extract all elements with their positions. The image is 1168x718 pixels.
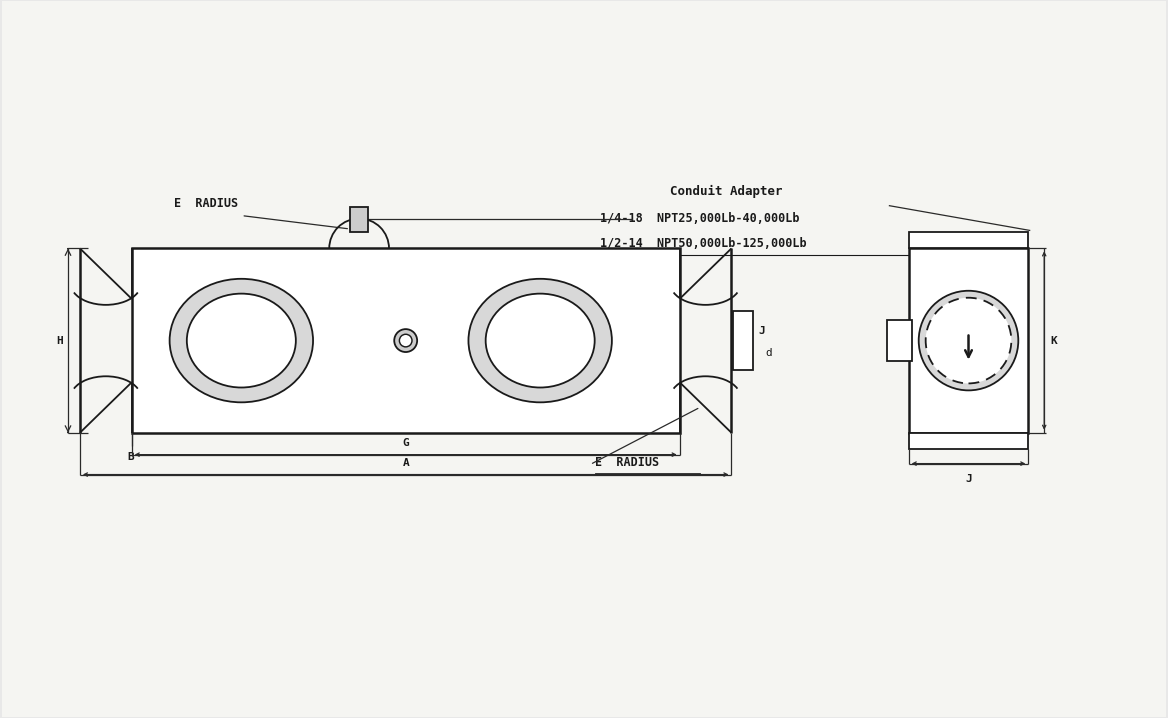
Circle shape xyxy=(395,329,417,352)
Bar xyxy=(887,320,912,361)
Ellipse shape xyxy=(468,279,612,402)
Bar xyxy=(909,433,1028,449)
Ellipse shape xyxy=(486,294,595,388)
Bar xyxy=(909,233,1028,248)
Ellipse shape xyxy=(169,279,313,402)
Bar xyxy=(350,207,368,232)
Text: E  RADIUS: E RADIUS xyxy=(595,456,659,469)
Circle shape xyxy=(926,298,1011,383)
Text: A: A xyxy=(402,457,409,467)
Ellipse shape xyxy=(187,294,296,388)
Text: Conduit Adapter: Conduit Adapter xyxy=(669,185,783,198)
Text: E  RADIUS: E RADIUS xyxy=(174,197,238,210)
Text: G: G xyxy=(402,438,409,447)
Bar xyxy=(734,311,753,370)
Text: d: d xyxy=(765,348,772,358)
Text: 1/2-14  NPT50,000Lb-125,000Lb: 1/2-14 NPT50,000Lb-125,000Lb xyxy=(600,237,807,250)
Circle shape xyxy=(919,291,1018,391)
Text: J: J xyxy=(758,325,765,335)
Text: H: H xyxy=(57,335,63,345)
Text: K: K xyxy=(1050,335,1057,345)
Bar xyxy=(132,248,680,433)
Circle shape xyxy=(399,335,412,347)
Text: B: B xyxy=(127,452,134,462)
Bar xyxy=(909,248,1028,433)
Text: 1/4-18  NPT25,000Lb-40,000Lb: 1/4-18 NPT25,000Lb-40,000Lb xyxy=(600,212,799,225)
Text: J: J xyxy=(965,474,972,483)
